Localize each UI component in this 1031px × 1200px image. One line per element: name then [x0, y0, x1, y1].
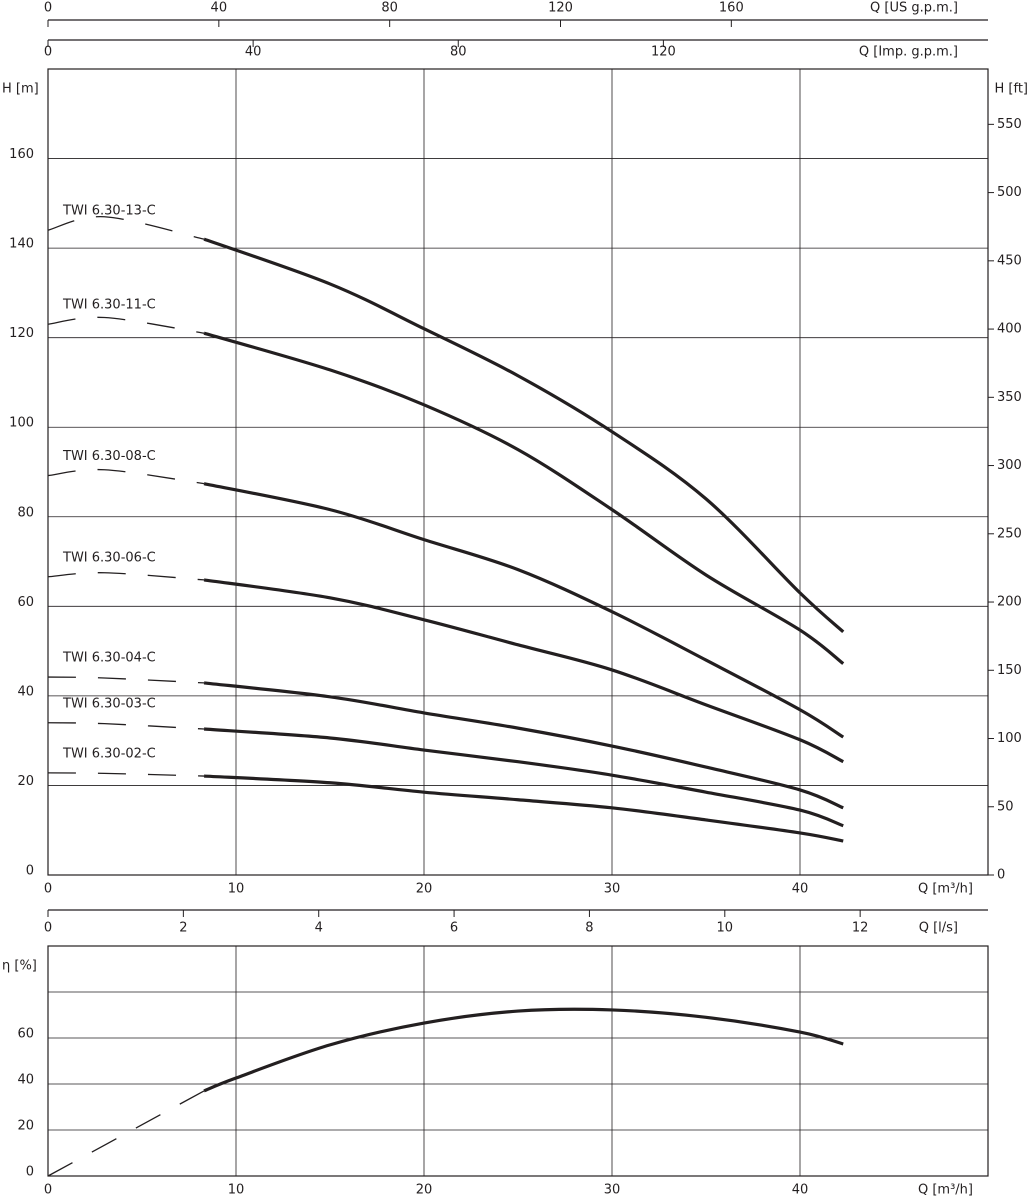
y-tick-label: 60: [17, 1027, 34, 1042]
x-tick-label: 0: [44, 1183, 52, 1198]
top-axis-tick-label: 0: [44, 45, 52, 60]
series-label: TWI 6.30-04-C: [62, 651, 156, 666]
series-label: TWI 6.30-13-C: [62, 204, 156, 219]
series-label: TWI 6.30-11-C: [62, 298, 156, 313]
dashed-curve: [47, 216, 205, 240]
x-axis-label: Q [m³/h]: [918, 882, 973, 897]
curve: [203, 578, 844, 764]
y2-tick-label: 500: [997, 185, 1022, 200]
x-tick-label: 20: [416, 882, 433, 897]
y2-tick-label: 250: [997, 526, 1022, 541]
y-tick-label: 40: [17, 1073, 34, 1088]
y-tick-label: 100: [9, 416, 34, 431]
series-label: TWI 6.30-08-C: [62, 449, 156, 464]
top-axis-label: Q [l/s]: [919, 921, 958, 936]
top-axis-tick-label: 6: [450, 921, 458, 936]
y-tick-label: 160: [9, 147, 34, 162]
series-label: TWI 6.30-03-C: [62, 696, 156, 711]
y2-tick-label: 200: [997, 595, 1022, 610]
top-axis-label: Q [US g.p.m.]: [870, 1, 958, 16]
y2-axis-label: H [ft]: [995, 82, 1029, 97]
x-tick-label: 10: [228, 882, 245, 897]
top-axis-tick-label: 80: [450, 45, 467, 60]
top-axis-tick-label: 0: [44, 921, 52, 936]
curve: [203, 681, 844, 810]
y-tick-label: 140: [9, 237, 34, 252]
dashed-curve: [47, 468, 205, 485]
curve: [203, 482, 845, 739]
curve: [203, 727, 844, 828]
y-tick-label: 80: [17, 505, 34, 520]
y-tick-label: 60: [17, 595, 34, 610]
top-axis-tick-label: 8: [585, 921, 593, 936]
dashed-curve: [47, 572, 205, 581]
top-axis-tick-label: 40: [211, 1, 228, 16]
series-label: TWI 6.30-06-C: [62, 550, 156, 565]
curve: [203, 331, 845, 665]
curve: [203, 1007, 844, 1093]
top-axis-label: Q [Imp. g.p.m.]: [859, 45, 958, 60]
plot-frame: [47, 945, 989, 1177]
y-axis-label: η [%]: [2, 959, 37, 974]
y-tick-label: 40: [17, 684, 34, 699]
y2-tick-label: 50: [997, 799, 1014, 814]
y-axis-label: H [m]: [2, 82, 39, 97]
y-tick-label: 0: [26, 864, 34, 879]
curve: [203, 237, 845, 634]
dashed-curve: [47, 316, 205, 334]
dashed-curve: [47, 676, 205, 684]
x-tick-label: 30: [604, 882, 621, 897]
top-axis-tick-label: 120: [548, 1, 573, 16]
x-tick-label: 40: [792, 882, 809, 897]
x-tick-label: 40: [792, 1183, 809, 1198]
top-axis-tick-label: 160: [719, 1, 744, 16]
dashed-curve: [47, 722, 205, 730]
y2-tick-label: 350: [997, 390, 1022, 405]
y2-tick-label: 100: [997, 731, 1022, 746]
y-tick-label: 120: [9, 326, 34, 341]
plot-frame: [47, 68, 989, 876]
x-tick-label: 20: [416, 1183, 433, 1198]
top-axis-tick-label: 0: [44, 1, 52, 16]
top-axis-tick-label: 4: [315, 921, 323, 936]
y2-tick-label: 400: [997, 322, 1022, 337]
y-tick-label: 20: [17, 774, 34, 789]
top-axis-tick-label: 10: [717, 921, 734, 936]
top-axis-tick-label: 2: [179, 921, 187, 936]
top-axis-tick-label: 80: [381, 1, 398, 16]
x-tick-label: 0: [44, 882, 52, 897]
y2-tick-label: 150: [997, 663, 1022, 678]
y2-tick-label: 550: [997, 117, 1022, 132]
dashed-curve: [47, 1090, 205, 1177]
y2-tick-label: 450: [997, 253, 1022, 268]
dashed-curve: [47, 772, 205, 777]
y2-tick-label: 0: [997, 868, 1005, 883]
series-label: TWI 6.30-02-C: [62, 746, 156, 761]
x-tick-label: 30: [604, 1183, 621, 1198]
x-tick-label: 10: [228, 1183, 245, 1198]
x-axis-label: Q [m³/h]: [918, 1183, 973, 1198]
curve: [203, 774, 844, 843]
top-axis-tick-label: 120: [651, 45, 676, 60]
y2-tick-label: 300: [997, 458, 1022, 473]
top-axis-tick-label: 40: [245, 45, 262, 60]
top-axis-tick-label: 12: [852, 921, 869, 936]
y-tick-label: 20: [17, 1119, 34, 1134]
y-tick-label: 0: [26, 1165, 34, 1180]
